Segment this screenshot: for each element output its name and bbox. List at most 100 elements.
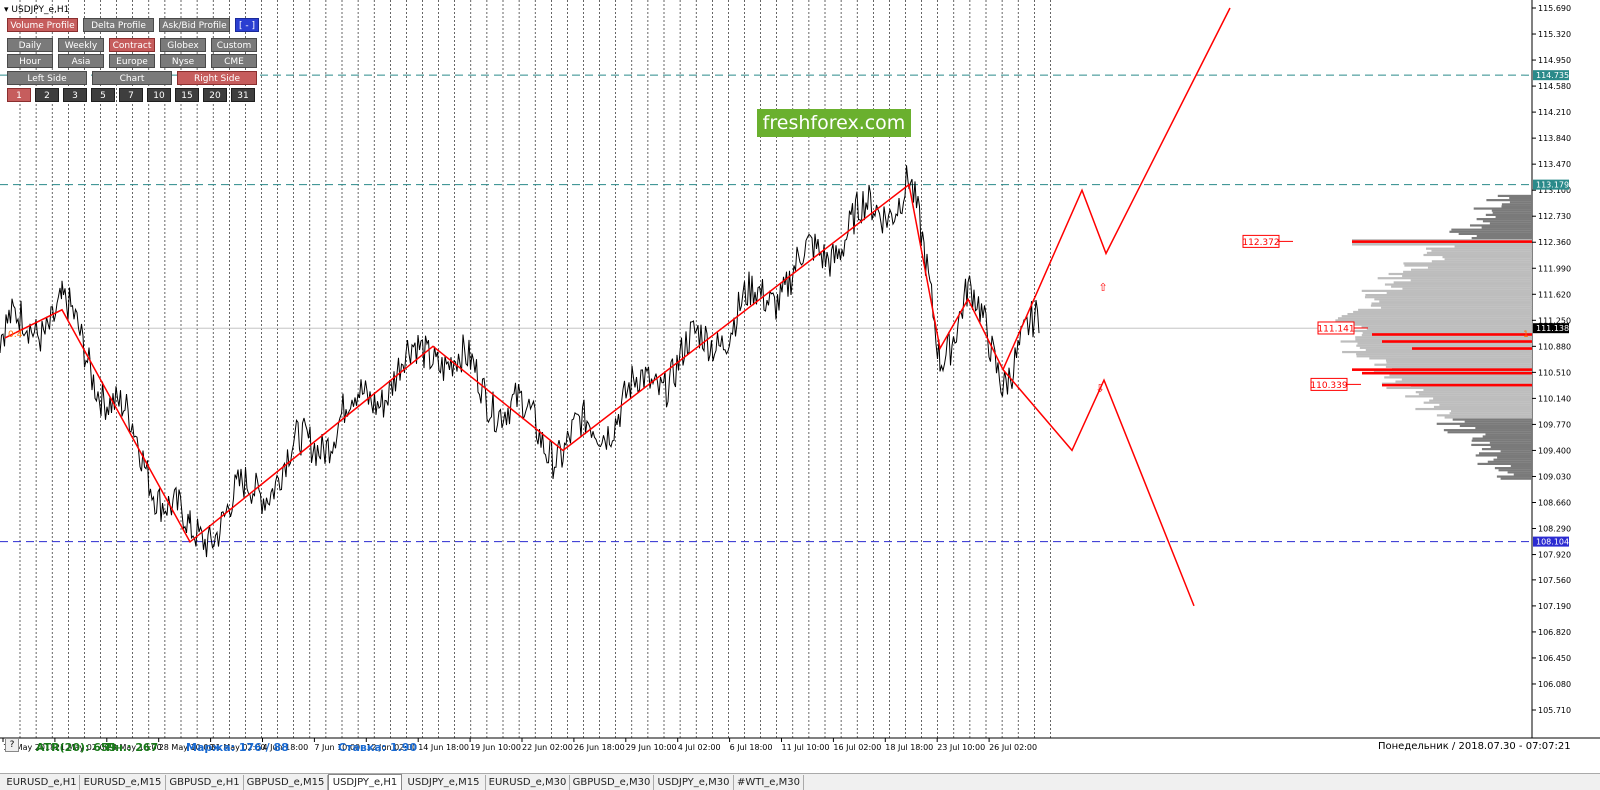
volume-bar	[1452, 418, 1532, 421]
volume-bar	[1439, 403, 1532, 406]
price-candles	[0, 165, 1040, 558]
volume-bar	[1442, 256, 1532, 259]
price-tick-label: 108.660	[1538, 498, 1571, 507]
toolbar-button-1[interactable]: 1	[7, 88, 31, 102]
volume-bar	[1489, 222, 1532, 225]
rate-stat: Ставка: 1.90	[338, 741, 418, 754]
volume-bar	[1405, 395, 1532, 398]
price-tick-label: 109.400	[1538, 446, 1571, 455]
time-tick-label: 11 Jul 10:00	[782, 743, 830, 752]
toolbar-button-ask-bid-profile[interactable]: Ask/Bid Profile	[159, 18, 230, 32]
dropdown-triangle-icon[interactable]: ▾	[4, 5, 9, 15]
volume-bar	[1361, 325, 1532, 328]
volume-bar	[1501, 203, 1532, 206]
volume-bar	[1496, 475, 1532, 478]
volume-bar	[1454, 245, 1532, 248]
volume-bar	[1377, 277, 1532, 280]
watermark-logo: freshforex.com	[757, 109, 911, 137]
time-tick-label: 14 Jun 18:00	[418, 743, 469, 752]
volume-bar	[1444, 258, 1532, 261]
toolbar-button-15[interactable]: 15	[175, 88, 199, 102]
volume-bar	[1355, 336, 1532, 339]
toolbar-button-globex[interactable]: Globex	[160, 38, 206, 52]
toolbar-button-volume-profile[interactable]: Volume Profile	[7, 18, 78, 32]
volume-node	[1352, 368, 1532, 371]
volume-bar	[1337, 317, 1532, 320]
toolbar-button-3[interactable]: 3	[63, 88, 87, 102]
tab-gbpusd-e-m30[interactable]: GBPUSD_e,M30	[570, 775, 654, 790]
volume-bar	[1431, 249, 1532, 252]
time-tick-label: 22 Jun 02:00	[522, 743, 573, 752]
toolbar-button-cme[interactable]: CME	[211, 54, 257, 68]
volume-bar	[1342, 350, 1532, 354]
volume-node	[1382, 340, 1532, 343]
toolbar-button-hour[interactable]: Hour	[7, 54, 53, 68]
toolbar-button-contract[interactable]: Contract	[109, 38, 155, 52]
tab-gbpusd-e-m15[interactable]: GBPUSD_e,M15	[244, 775, 328, 790]
time-tick-label: 28 May 10:00	[159, 743, 214, 752]
volume-bar	[1471, 439, 1532, 442]
support-price-label: 108.104	[1536, 538, 1569, 547]
help-button[interactable]: ?	[5, 738, 19, 752]
volume-bar	[1431, 260, 1532, 263]
volume-bar	[1481, 226, 1532, 229]
tab-wti-e-m30[interactable]: #WTI_e,M30	[734, 775, 804, 790]
price-tick-label: 108.290	[1538, 525, 1571, 534]
volume-bar	[1427, 266, 1532, 269]
toolbar-button-7[interactable]: 7	[119, 88, 143, 102]
volume-bar	[1358, 308, 1532, 311]
tab-eurusd-e-m30[interactable]: EURUSD_e,M30	[486, 775, 570, 790]
toolbar-button-31[interactable]: 31	[231, 88, 255, 102]
upper_resistance-price-box	[1533, 70, 1569, 81]
toolbar-button-left-side[interactable]: Left Side	[7, 71, 87, 85]
volume-bar	[1500, 450, 1532, 453]
volume-bar	[1436, 414, 1532, 417]
tab-eurusd-e-h1[interactable]: EURUSD_e,H1	[4, 775, 80, 790]
volume-bar	[1426, 247, 1532, 250]
volume-bar	[1401, 378, 1532, 381]
volume-level-low-box	[1310, 377, 1348, 391]
tab-usdjpy-e-m30[interactable]: USDJPY_e,M30	[654, 775, 734, 790]
tab-usdjpy-e-m15[interactable]: USDJPY_e,M15	[402, 775, 486, 790]
toolbar-button-daily[interactable]: Daily	[7, 38, 53, 52]
toolbar-button-asia[interactable]: Asia	[58, 54, 104, 68]
volume-bar	[1403, 270, 1532, 273]
tab-gbpusd-e-h1[interactable]: GBPUSD_e,H1	[166, 775, 244, 790]
toolbar-button-custom[interactable]: Custom	[211, 38, 257, 52]
volume-node	[1412, 347, 1532, 350]
volume-bar	[1362, 331, 1532, 335]
toolbar-button-10[interactable]: 10	[147, 88, 171, 102]
volume-bar	[1365, 293, 1532, 297]
toolbar-button-right-side[interactable]: Right Side	[177, 71, 257, 85]
toolbar-button-chart[interactable]: Chart	[92, 71, 172, 85]
volume-bar	[1339, 321, 1532, 324]
toolbar-button-20[interactable]: 20	[203, 88, 227, 102]
price-tick-label: 106.820	[1538, 628, 1571, 637]
volume-bar	[1379, 300, 1532, 303]
volume-bar	[1485, 213, 1532, 217]
volume-bar	[1472, 437, 1532, 440]
volume-bar	[1393, 281, 1532, 284]
price-tick-label: 107.190	[1538, 602, 1571, 611]
volume-bar	[1356, 353, 1532, 356]
volume-bar	[1355, 338, 1532, 341]
tab-eurusd-e-m15[interactable]: EURUSD_e,M15	[80, 775, 166, 790]
toolbar-button-delta-profile[interactable]: Delta Profile	[83, 18, 154, 32]
time-tick-label: 12 Jun 02:00	[366, 743, 417, 752]
server-datetime: Понедельник / 2018.07.30 - 07:07:21	[1378, 741, 1571, 752]
toolbar-button-5[interactable]: 5	[91, 88, 115, 102]
support-price-box	[1533, 536, 1569, 547]
volume-bar	[1497, 194, 1532, 198]
toolbar-button-weekly[interactable]: Weekly	[58, 38, 104, 52]
toolbar-button-2[interactable]: 2	[35, 88, 59, 102]
toolbar-button-europe[interactable]: Europe	[109, 54, 155, 68]
price-tick-label: 106.080	[1538, 680, 1571, 689]
price-tick-label: 113.470	[1538, 160, 1571, 169]
toolbar-button-nyse[interactable]: Nyse	[160, 54, 206, 68]
volume-level-mid-label: 111.141	[1317, 324, 1354, 334]
tab-usdjpy-e-h1[interactable]: USDJPY_e,H1	[328, 774, 402, 790]
toolbar-button-[interactable]: [ - ]	[235, 18, 259, 32]
